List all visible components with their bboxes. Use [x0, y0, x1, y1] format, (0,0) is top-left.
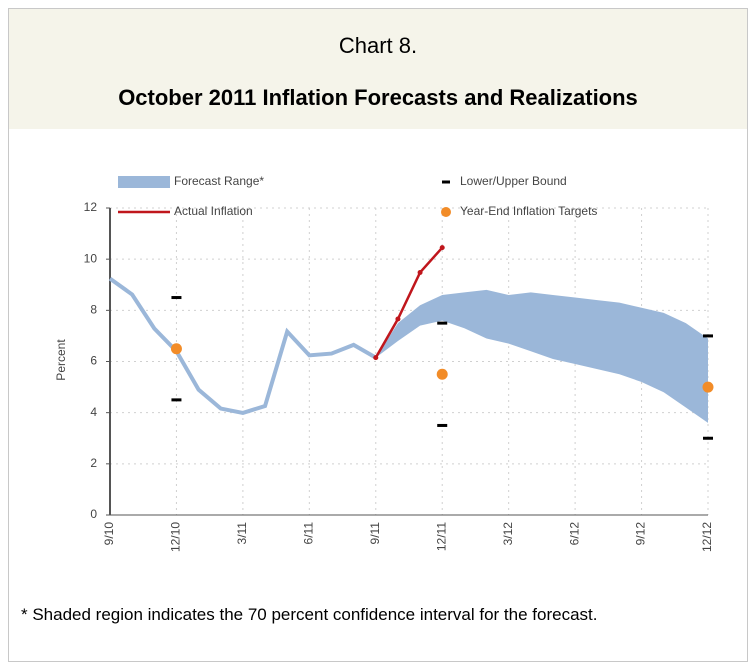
legend-label: Year-End Inflation Targets	[460, 204, 597, 218]
chart-title: Chart 8.	[338, 33, 418, 58]
actual-line	[374, 246, 444, 359]
actual-point	[373, 355, 379, 361]
x-tick-label: 9/12	[634, 522, 648, 546]
x-tick-label: 12/10	[169, 522, 183, 552]
bound-mark	[437, 423, 448, 427]
y-tick-label: 8	[90, 303, 97, 317]
y-tick-label: 4	[90, 405, 97, 419]
forecast-band	[375, 289, 708, 423]
y-tick-label: 0	[90, 507, 97, 521]
legend-label: Actual Inflation	[174, 204, 253, 218]
target-point	[436, 368, 448, 380]
y-tick-label: 6	[90, 354, 97, 368]
actual-point	[417, 269, 423, 275]
x-tick-label: 6/11	[302, 522, 316, 545]
legend-swatch	[442, 180, 450, 184]
actual-point	[395, 316, 401, 322]
history-line	[108, 276, 377, 415]
x-tick-label: 9/11	[368, 522, 382, 545]
y-tick-label: 10	[84, 251, 98, 265]
y-axis-label: Percent	[54, 339, 68, 381]
x-tick-label: 3/11	[235, 522, 249, 545]
target-point	[170, 343, 182, 355]
header: Chart 8. October 2011 Inflation Forecast…	[9, 9, 747, 129]
y-tick-label: 2	[90, 456, 97, 470]
bound-mark	[703, 436, 713, 440]
x-tick-label: 12/12	[700, 522, 714, 552]
legend-label: Lower/Upper Bound	[460, 174, 567, 188]
bound-mark	[171, 296, 182, 300]
y-tick-label: 12	[84, 200, 98, 214]
x-tick-label: 6/12	[567, 522, 581, 546]
bound-mark	[703, 334, 713, 338]
legend-swatch	[118, 176, 170, 188]
bound-mark	[437, 321, 448, 325]
legend-swatch	[441, 207, 451, 217]
x-tick-label: 9/10	[102, 522, 116, 546]
footnote: * Shaded region indicates the 70 percent…	[21, 605, 598, 624]
chart-subtitle: October 2011 Inflation Forecasts and Rea…	[118, 85, 638, 110]
x-tick-label: 12/11	[434, 522, 448, 551]
x-tick-label: 3/12	[501, 522, 515, 546]
actual-point	[439, 245, 445, 251]
target-point	[702, 381, 714, 393]
bound-mark	[171, 398, 182, 402]
legend-label: Forecast Range*	[174, 174, 264, 188]
